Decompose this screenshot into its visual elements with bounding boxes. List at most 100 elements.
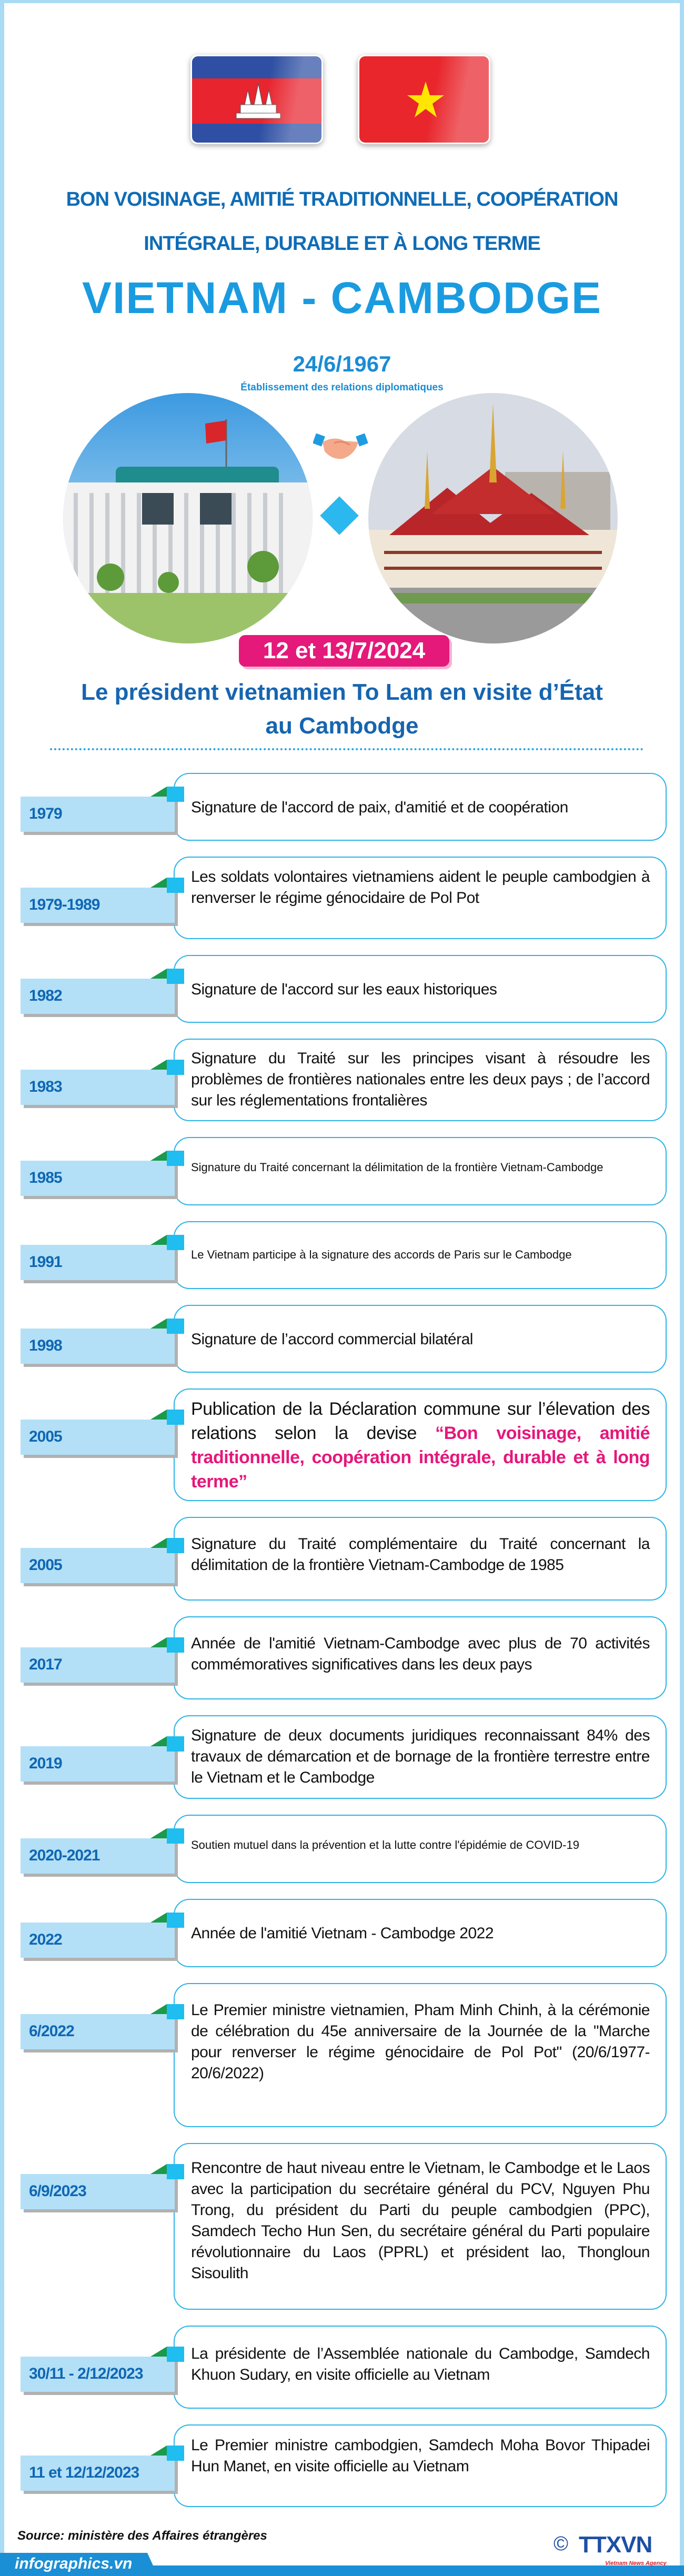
timeline-event-box: Année de l'amitié Vietnam-Cambodge avec … (174, 1616, 667, 1699)
timeline-year-label: 30/11 - 2/12/2023 (21, 2357, 175, 2392)
timeline-year-label: 2022 (21, 1923, 175, 1958)
green-corner-icon (150, 2004, 167, 2014)
event-description: La présidente de l’Assemblée nationale d… (191, 2345, 650, 2383)
year-text: 2017 (29, 1656, 63, 1673)
timeline-year-label: 2005 (21, 1548, 175, 1583)
timeline-event-text: La présidente de l’Assemblée nationale d… (191, 2343, 650, 2386)
timeline-year-label: 2017 (21, 1647, 175, 1683)
event-description: Année de l'amitié Vietnam-Cambodge avec … (191, 1635, 650, 1673)
green-corner-icon (150, 1736, 167, 1746)
year-text: 1998 (29, 1337, 63, 1354)
green-corner-icon (150, 2164, 167, 2174)
event-description: Le Premier ministre vietnamien, Pham Min… (191, 2001, 650, 2082)
visit-headline-line2: au Cambodge (265, 713, 419, 739)
footer-bar (0, 2565, 684, 2576)
event-description: Signature de l'accord de paix, d'amitié … (191, 799, 568, 816)
site-link[interactable]: infographics.vn (0, 2553, 158, 2576)
timeline-row: Signature de l’accord commercial bilatér… (0, 1305, 684, 1373)
diamond-icon (320, 496, 359, 535)
vietnam-national-assembly-photo (63, 393, 313, 643)
frame-right (680, 0, 684, 2576)
timeline-row: Signature de l'accord sur les eaux histo… (0, 955, 684, 1023)
year-text: 2019 (29, 1755, 63, 1772)
year-text: 2022 (29, 1931, 63, 1948)
visit-date-badge: 12 et 13/7/2024 (239, 635, 449, 667)
timeline-year-label: 1991 (21, 1245, 175, 1280)
timeline-year-label: 1979 (21, 797, 175, 832)
green-corner-icon (150, 1913, 167, 1923)
site-name: infographics.vn (15, 2555, 133, 2572)
year-text: 1985 (29, 1169, 63, 1186)
timeline-event-box: Signature du Traité sur les principes vi… (174, 1039, 667, 1121)
year-text: 1991 (29, 1253, 63, 1271)
visit-headline-line1: Le président vietnamien To Lam en visite… (81, 679, 603, 705)
ttxvn-logo: TTXVN (579, 2532, 652, 2558)
green-corner-icon (150, 787, 167, 797)
timeline-event-text: Le Premier ministre cambodgien, Samdech … (191, 2435, 650, 2477)
copyright-icon: © (554, 2533, 568, 2555)
blue-square-icon (167, 787, 184, 802)
frame-left (0, 0, 4, 2576)
year-text: 2005 (29, 1556, 63, 1574)
event-description: Soutien mutuel dans la prévention et la … (191, 1838, 579, 1852)
green-corner-icon (150, 1319, 167, 1329)
timeline-event-text: Publication de la Déclaration commune su… (191, 1397, 650, 1494)
event-motto-highlight: “Bon voisinage, amitié traditionnelle, c… (191, 1423, 650, 1492)
timeline-event-box: Soutien mutuel dans la prévention et la … (174, 1815, 667, 1883)
blue-square-icon (167, 1538, 184, 1553)
event-description: Signature de deux documents juridiques r… (191, 1727, 650, 1786)
main-title-line1: BON VOISINAGE, AMITIÉ TRADITIONNELLE, CO… (66, 188, 619, 210)
timeline-row: La présidente de l’Assemblée nationale d… (0, 2326, 684, 2409)
event-description: Signature du Traité complémentaire du Tr… (191, 1535, 650, 1574)
event-description: Signature de l’accord commercial bilatér… (191, 1331, 473, 1348)
timeline-event-text: Signature de deux documents juridiques r… (191, 1725, 650, 1788)
timeline-event-box: Publication de la Déclaration commune su… (174, 1388, 667, 1501)
agency-name: Vietnam News Agency (605, 2560, 667, 2567)
timeline-row: Signature de deux documents juridiques r… (0, 1715, 684, 1799)
year-text: 30/11 - 2/12/2023 (29, 2365, 144, 2382)
event-description: Signature du Traité concernant la délimi… (191, 1161, 603, 1174)
timeline-year-label: 2020-2021 (21, 1838, 175, 1874)
timeline-row: Signature de l'accord de paix, d'amitié … (0, 773, 684, 841)
green-corner-icon (150, 878, 167, 888)
event-description: Les soldats volontaires vietnamiens aide… (191, 868, 650, 907)
event-description: Publication de la Déclaration commune su… (191, 1399, 650, 1443)
timeline-row: Les soldats volontaires vietnamiens aide… (0, 857, 684, 939)
timeline-year-label: 2005 (21, 1420, 175, 1455)
blue-square-icon (167, 969, 184, 984)
cambodia-flag-icon (190, 55, 323, 144)
timeline-row: Signature du Traité concernant la délimi… (0, 1137, 684, 1205)
green-corner-icon (150, 1410, 167, 1420)
vietnam-flag-icon (358, 55, 490, 144)
timeline-year-label: 11 et 12/12/2023 (21, 2456, 175, 2491)
visit-headline: Le président vietnamien To Lam en visite… (5, 676, 679, 743)
green-corner-icon (150, 969, 167, 979)
timeline-event-box: Signature de l'accord sur les eaux histo… (174, 955, 667, 1023)
timeline-event-box: Le Premier ministre cambodgien, Samdech … (174, 2424, 667, 2507)
timeline-row: Signature du Traité sur les principes vi… (0, 1039, 684, 1121)
timeline-row: Année de l'amitié Vietnam - Cambodge 202… (0, 1899, 684, 1967)
event-description: Signature de l'accord sur les eaux histo… (191, 981, 497, 998)
timeline-event-box: Signature de l'accord de paix, d'amitié … (174, 773, 667, 841)
timeline-year-label: 6/9/2023 (21, 2174, 175, 2209)
blue-square-icon (167, 1151, 184, 1166)
blue-square-icon (167, 2347, 184, 2362)
blue-square-icon (167, 1319, 184, 1334)
establishment-label: Établissement des relations diplomatique… (240, 382, 444, 393)
blue-square-icon (167, 1828, 184, 1844)
timeline-year-label: 1983 (21, 1070, 175, 1105)
establishment-date: 24/6/1967 (293, 351, 391, 376)
timeline-event-box: Le Vietnam participe à la signature des … (174, 1221, 667, 1289)
timeline-row: Le Premier ministre vietnamien, Pham Min… (0, 1983, 684, 2127)
timeline-event-box: Signature du Traité complémentaire du Tr… (174, 1517, 667, 1601)
blue-square-icon (167, 1410, 184, 1425)
year-text: 1979 (29, 805, 63, 822)
event-description: Rencontre de haut niveau entre le Vietna… (191, 2159, 650, 2282)
timeline-event-box: Année de l'amitié Vietnam - Cambodge 202… (174, 1899, 667, 1967)
timeline-event-box: Les soldats volontaires vietnamiens aide… (174, 857, 667, 939)
timeline-event-box: Rencontre de haut niveau entre le Vietna… (174, 2143, 667, 2310)
timeline-year-label: 1979-1989 (21, 888, 175, 923)
green-corner-icon (150, 1637, 167, 1647)
timeline-event-text: Année de l'amitié Vietnam - Cambodge 202… (191, 1923, 650, 1944)
timeline-row: Soutien mutuel dans la prévention et la … (0, 1815, 684, 1883)
